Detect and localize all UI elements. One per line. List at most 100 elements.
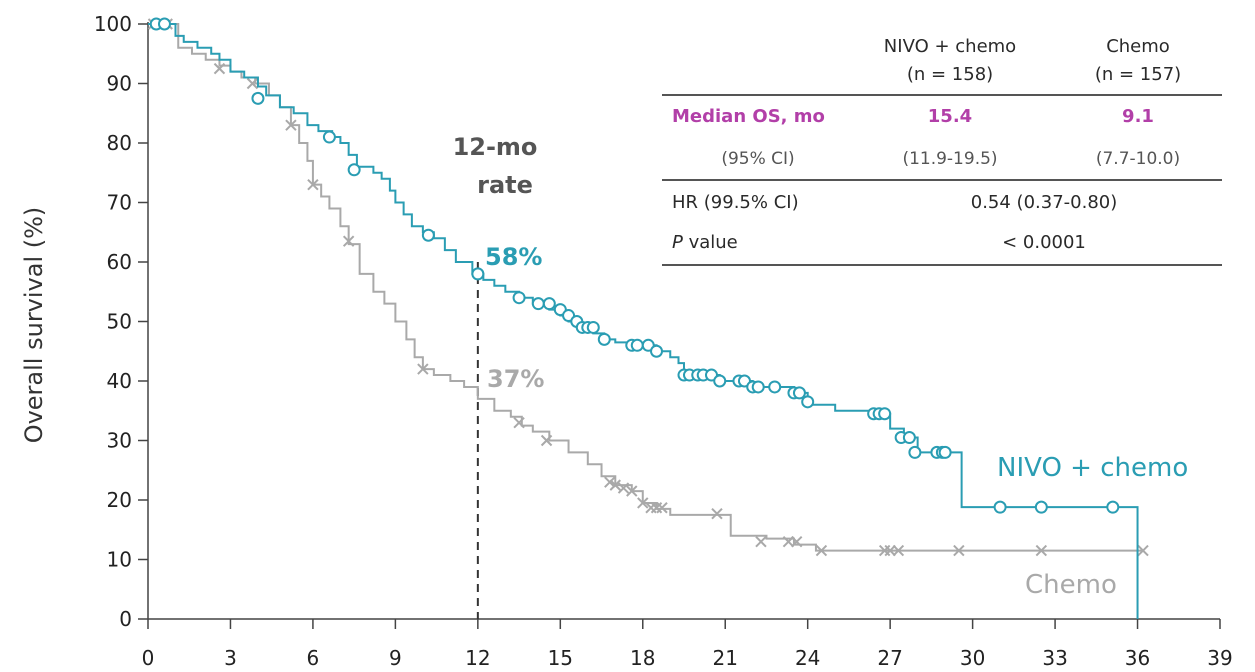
censor-mark-nivo [878,407,892,421]
table-background [662,20,1222,270]
censor-mark-nivo [902,431,916,445]
censor-mark-nivo [938,445,952,459]
censor-mark-chemo [711,507,723,520]
x-tick-label: 27 [877,646,902,670]
censor-mark-nivo [347,163,361,177]
hr-label: HR (99.5% CI) [672,192,799,213]
y-tick-label: 10 [107,548,132,572]
x-tick-label: 12 [465,646,490,670]
x-tick-label: 21 [713,646,738,670]
censor-mark-nivo [251,91,265,105]
censor-mark-nivo [1034,500,1048,514]
censor-mark-nivo [542,297,556,311]
median-os-chemo: 9.1 [1122,106,1154,127]
censor-mark-chemo [656,502,668,514]
censor-mark-chemo [790,535,803,548]
x-tick-label: 30 [960,646,985,670]
censor-mark-nivo [586,320,600,334]
x-tick-label: 0 [142,646,155,670]
censor-mark-nivo [713,374,727,388]
x-tick-label: 15 [548,646,573,670]
censor-mark-nivo [993,500,1007,514]
rate-title-line2: rate [477,171,533,199]
censor-mark-chemo [417,363,429,375]
table-header-nivo-n: (n = 158) [907,64,993,85]
p-italic: P [672,232,683,253]
censor-mark-chemo [604,476,616,488]
censor-mark-chemo [540,434,553,447]
summary-table: NIVO + chemo (n = 158) Chemo (n = 157) M… [662,20,1222,270]
censor-mark-chemo [1137,544,1149,557]
censor-mark-nivo [512,291,526,305]
censor-mark-chemo [626,485,638,497]
censor-mark-nivo [751,380,765,394]
censor-mark-chemo [213,62,226,75]
censor-mark-nivo [792,386,806,400]
censor-mark-chemo [617,482,630,494]
censor-mark-nivo [531,297,545,311]
censor-mark-chemo [637,497,649,509]
censor-mark-chemo [513,416,525,429]
y-tick-label: 100 [94,12,132,36]
censor-mark-nivo [801,395,815,409]
median-os-label: Median OS, mo [672,106,825,127]
censor-mark-chemo [246,77,259,90]
nivo-rate-label: 58% [485,243,542,271]
y-tick-label: 0 [119,607,132,631]
censor-mark-chemo [815,544,828,557]
censor-mark-chemo [782,535,795,548]
censor-mark-chemo [755,535,767,548]
censor-mark-chemo [285,119,297,131]
median-os-nivo: 15.4 [928,106,972,127]
ci-label: (95% CI) [721,149,794,169]
x-tick-label: 33 [1042,646,1067,670]
x-tick-label: 6 [307,646,320,670]
censor-mark-nivo [157,17,171,31]
censor-mark-nivo [1106,500,1120,514]
censor-mark-nivo [768,380,782,394]
censor-mark-nivo [630,338,644,352]
y-tick-label: 50 [107,310,132,334]
x-tick-label: 36 [1125,646,1150,670]
censor-mark-nivo [471,267,485,281]
table-header-chemo-n: (n = 157) [1095,64,1181,85]
y-tick-label: 30 [107,429,132,453]
survival-curve-chemo [148,23,1144,552]
x-tick-label: 24 [795,646,820,670]
ci-chemo: (7.7-10.0) [1096,149,1180,169]
censor-mark-chemo [307,178,319,191]
hr-value: 0.54 (0.37-0.80) [971,192,1118,213]
censor-mark-chemo [1035,544,1048,557]
y-tick-label: 90 [107,72,132,96]
censor-mark-chemo [953,544,965,557]
censor-mark-chemo [342,235,355,247]
censor-mark-chemo [892,544,905,557]
y-axis-label: Overall survival (%) [20,207,48,444]
series-label-nivo: NIVO + chemo [997,453,1188,483]
censor-mark-nivo [908,445,922,459]
censor-mark-chemo [884,544,896,557]
x-tick-label: 39 [1207,646,1232,670]
chemo-rate-label: 37% [487,365,544,393]
y-tick-label: 70 [107,191,132,215]
censor-mark-nivo [322,130,336,144]
p-label-rest: value [683,232,738,253]
table-header-nivo: NIVO + chemo [884,36,1016,57]
series-nivo [148,17,1139,619]
y-tick-label: 40 [107,369,132,393]
x-tick-label: 3 [224,646,237,670]
p-value: < 0.0001 [1002,232,1086,253]
censor-mark-nivo [650,344,664,358]
series-chemo [147,18,1149,557]
x-tick-label: 9 [389,646,402,670]
y-tick-label: 80 [107,131,132,155]
series-label-chemo: Chemo [1025,570,1117,600]
rate-title-line1: 12-mo [453,133,538,161]
censor-mark-nivo [597,332,611,346]
p-value-label: P value [672,232,738,253]
y-tick-label: 60 [107,250,132,274]
series-layer [147,17,1149,619]
ci-nivo: (11.9-19.5) [902,149,997,169]
